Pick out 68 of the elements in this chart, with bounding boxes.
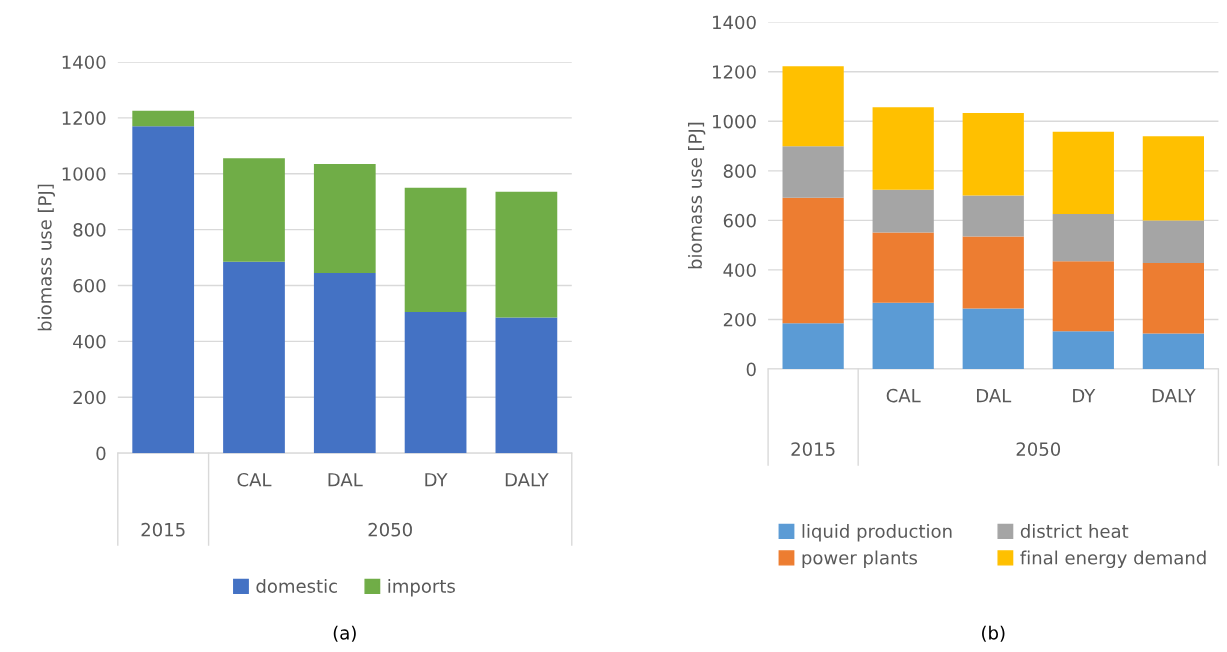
bar [313, 272, 376, 454]
y-tick-label: 1400 [62, 55, 106, 70]
text: 2015 [791, 442, 835, 456]
bar [782, 323, 844, 370]
y-tick-label: 0 [96, 446, 106, 461]
bar [962, 195, 1024, 237]
text: 2050 [368, 522, 412, 537]
y-tick-label: 400 [73, 334, 106, 349]
bar [782, 146, 844, 198]
bar [1142, 333, 1204, 370]
y-axis-title: biomass use [PJ] [688, 122, 706, 269]
y-tick-label: 800 [723, 164, 756, 178]
text: (a) [333, 625, 356, 642]
x-tick-label: DAL [328, 473, 363, 487]
bar [872, 302, 934, 370]
y-tick-label: 600 [73, 278, 106, 293]
y-tick-label: 200 [73, 390, 106, 405]
bar [132, 126, 195, 454]
y-axis-title: biomass use [PJ] [37, 184, 56, 331]
y-tick-label: 200 [723, 312, 756, 327]
bar [132, 110, 195, 127]
bar [1142, 262, 1204, 334]
y-tick-label: 1000 [713, 114, 756, 129]
y-tick-label: 1200 [62, 111, 106, 125]
y-tick-label: 600 [723, 213, 756, 228]
bar [872, 107, 934, 190]
bar [404, 187, 467, 313]
legend-label: imports [388, 578, 455, 597]
bar [1142, 220, 1204, 263]
y-tick-label: 800 [73, 223, 106, 237]
legend-label: liquid production [802, 524, 952, 542]
x-tick-label: DY [1073, 389, 1096, 403]
bar [872, 232, 934, 303]
bar [1142, 136, 1204, 221]
legend-label: domestic [256, 578, 337, 593]
bar [404, 312, 467, 454]
y-tick-label: 400 [723, 263, 756, 278]
y-tick-label: 0 [746, 362, 756, 377]
text: (b) [982, 625, 1005, 642]
x-tick-label: CAL [237, 472, 272, 487]
text: 2050 [1016, 442, 1061, 456]
legend-label: final energy demand [1020, 550, 1206, 568]
bar [962, 308, 1024, 370]
x-tick-label: DAL [977, 389, 1012, 403]
bar [495, 317, 558, 454]
bar [313, 163, 376, 273]
bar [1052, 131, 1114, 214]
bar [1052, 261, 1114, 332]
bar [1052, 213, 1114, 262]
bar [223, 158, 285, 262]
x-tick-label: DALY [505, 473, 549, 487]
bar [495, 191, 558, 318]
bar [782, 197, 844, 324]
y-tick-label: 1400 [713, 15, 756, 30]
x-tick-label: DY [425, 473, 448, 487]
legend-label: district heat [1020, 524, 1129, 538]
x-tick-label: DALY [1152, 389, 1196, 403]
x-tick-label: CAL [886, 388, 921, 403]
y-tick-label: 1200 [713, 65, 756, 79]
bar [962, 113, 1024, 196]
text: 2015 [141, 522, 185, 537]
y-tick-label: 1000 [62, 167, 106, 181]
bar [1052, 331, 1114, 370]
legend-label: power plants [802, 550, 918, 568]
bar [962, 236, 1024, 309]
bar [223, 261, 285, 454]
bar [782, 66, 844, 147]
bar [872, 189, 934, 233]
